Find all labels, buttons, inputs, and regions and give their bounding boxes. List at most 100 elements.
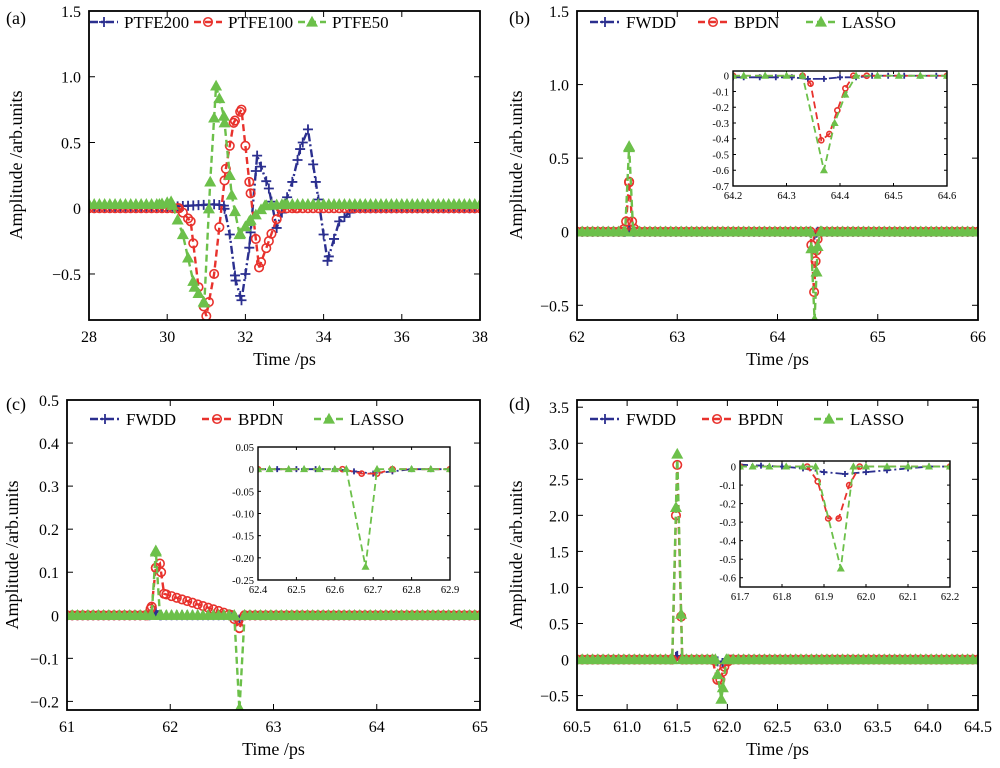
data-point [297, 137, 308, 148]
data-point [239, 220, 252, 232]
legend-label: PTFE200 [124, 13, 189, 32]
inset-x-tick-label: 64.2 [724, 191, 742, 202]
inset-y-tick-label: -0.3 [719, 518, 736, 529]
inset-x-tick-label: 62.4 [249, 585, 268, 596]
data-point [310, 176, 321, 187]
x-tick-label: 62 [162, 719, 178, 736]
data-point [271, 214, 282, 225]
series-lasso [577, 140, 978, 320]
data-point [228, 205, 241, 217]
data-point [219, 175, 230, 186]
x-tick-label: 64.5 [964, 719, 992, 736]
inset-y-tick-label: -0.10 [232, 510, 254, 521]
legend-marker [211, 413, 223, 425]
inset: 61.7 61.8 61.9 62.0 62.1 62.2 0 -0.1 -0.2 -0.3 -0.… [719, 460, 959, 603]
y-tick-label: 1.5 [549, 4, 569, 21]
inset-data-point [861, 462, 871, 470]
x-tick-label: 36 [394, 329, 410, 346]
y-tick-label: 0.5 [549, 616, 569, 633]
inset-data-point [342, 464, 351, 473]
legend-label: PTFE100 [228, 13, 293, 32]
inset-x-tick-label: 61.7 [731, 592, 749, 603]
legend-marker [202, 16, 214, 28]
inset-data-point [315, 464, 324, 473]
plot-frame [66, 399, 481, 711]
data-point [171, 592, 182, 603]
inset-y-tick-label: 0 [249, 465, 254, 476]
plot-frame [576, 10, 979, 321]
inset-data-point [445, 464, 450, 473]
inset-frame [732, 70, 948, 187]
legend: FWDD BPDN LASSO [590, 410, 904, 429]
data-point [619, 225, 632, 237]
data-point [254, 262, 265, 273]
data-point [624, 176, 635, 187]
inset-data-point [761, 71, 770, 79]
legend-marker [305, 15, 319, 27]
data-point [176, 228, 189, 240]
x-axis-label: Time /ps [253, 349, 316, 369]
data-point [322, 255, 333, 266]
y-tick-label: 0.5 [61, 135, 81, 152]
inset-x-tick-label: 64.3 [777, 191, 795, 202]
panel-d: 60.5 61.0 61.5 62.0 62.5 63.0 63.5 64.0 64.5 −0.5… [506, 394, 992, 759]
y-tick-label: 1.0 [61, 70, 81, 87]
legend-marker [711, 413, 723, 425]
data-point [198, 296, 211, 308]
y-tick-label: 2.0 [549, 508, 569, 525]
data-point [235, 290, 246, 301]
plot-area [577, 447, 978, 704]
y-axis-label: Amplitude /arb.units [506, 91, 526, 240]
panel-label: (a) [6, 8, 26, 29]
x-tick-label: 61 [59, 719, 75, 736]
x-tick-label: 64 [369, 719, 385, 736]
inset-x-tick-label: 62.0 [857, 592, 875, 603]
inset-x-tick-label: 62.8 [402, 585, 420, 596]
y-tick-label: 0.5 [549, 151, 569, 168]
y-axis-label: Amplitude /arb.units [6, 91, 26, 240]
inset-data-point [820, 75, 827, 82]
inset-data-point [807, 80, 814, 87]
legend: FWDD BPDN LASSO [90, 410, 404, 429]
inset-x-tick-label: 62.1 [899, 592, 917, 603]
x-tick-label: 63.0 [814, 719, 842, 736]
inset-data-point [873, 71, 882, 79]
inset-plot-area [258, 464, 450, 570]
inset-y-tick-label: -0.20 [232, 554, 254, 565]
x-tick-label: 34 [316, 329, 332, 346]
data-point [292, 155, 303, 166]
legend-marker [822, 412, 836, 424]
data-point [715, 692, 728, 704]
x-tick-label: 65 [472, 719, 488, 736]
data-point [252, 150, 263, 161]
y-axis-label: Amplitude /arb.units [506, 481, 526, 630]
y-tick-label: −0.5 [540, 298, 569, 315]
inset-y-tick-label: -0.6 [712, 166, 729, 177]
inset-data-point [830, 118, 839, 126]
data-point [971, 653, 978, 665]
legend-marker [600, 414, 610, 424]
data-point [166, 199, 179, 210]
data-point [236, 295, 247, 306]
inset-x-tick-label: 62.7 [364, 585, 382, 596]
legend-label: PTFE50 [332, 13, 389, 32]
plot-area [89, 79, 480, 320]
data-point [145, 609, 158, 620]
inset-data-point [894, 71, 903, 79]
inset-data-point [782, 71, 791, 79]
data-point [302, 124, 313, 135]
y-tick-label: 0.4 [39, 436, 59, 453]
panel-b: 62 63 64 65 66 −0.5 0 0.5 1.0 1.5 64.2 64.3 64.4 64.5… [506, 4, 986, 369]
series-line [89, 105, 480, 317]
data-point [230, 275, 241, 286]
inset-x-tick-label: 62.6 [326, 585, 344, 596]
data-point [473, 198, 480, 209]
inset-plot-area [740, 461, 950, 572]
inset-data-point [758, 462, 764, 469]
series-ptfe50 [89, 79, 480, 308]
inset-data-point [814, 478, 822, 485]
inset-data-point [740, 462, 745, 470]
plot-frame [88, 10, 481, 321]
inset-y-tick-label: 0.05 [236, 443, 254, 454]
plot-area [67, 544, 480, 710]
